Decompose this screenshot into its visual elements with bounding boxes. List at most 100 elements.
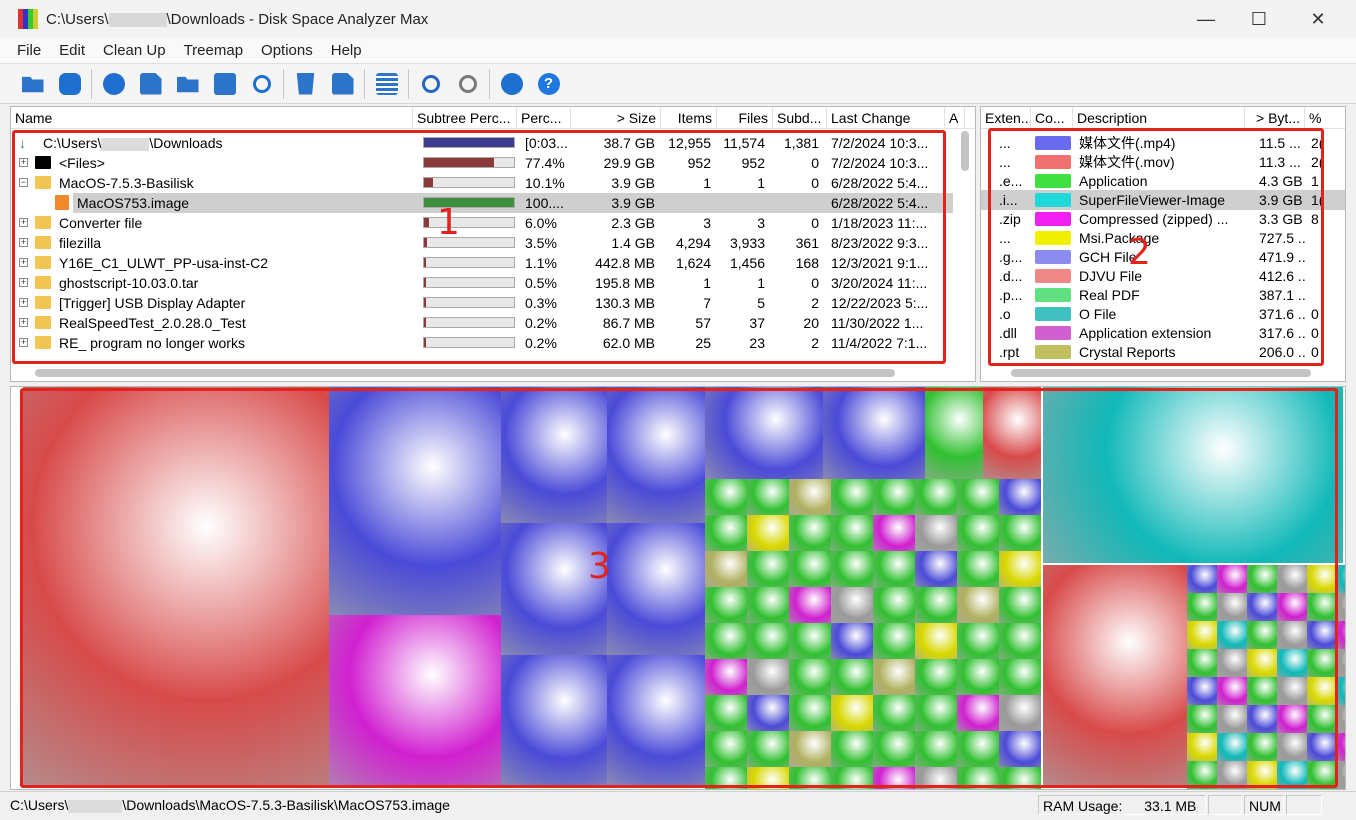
treemap-view[interactable] <box>10 386 1346 790</box>
treemap-tile[interactable] <box>789 515 831 551</box>
treemap-tile[interactable] <box>747 479 789 515</box>
list-button[interactable] <box>368 67 405 101</box>
treemap-tile[interactable] <box>747 767 789 789</box>
treemap-tile[interactable] <box>607 387 705 523</box>
treemap-tile[interactable] <box>705 695 747 731</box>
extension-row[interactable]: .e... Application 4.3 GB 1 <box>981 171 1345 191</box>
menu-options[interactable]: Options <box>261 42 313 59</box>
col-last-change[interactable]: Last Change <box>827 107 945 129</box>
tree-vscrollbar[interactable] <box>961 131 969 171</box>
extension-row[interactable]: .p... Real PDF 387.1 ... <box>981 285 1345 305</box>
treemap-tile[interactable] <box>1247 733 1277 761</box>
treemap-tile[interactable] <box>873 551 915 587</box>
treemap-tile[interactable] <box>925 387 983 479</box>
treemap-tile[interactable] <box>873 731 915 767</box>
treemap-tile[interactable] <box>1043 565 1187 785</box>
treemap-tile[interactable] <box>705 479 747 515</box>
menu-edit[interactable]: Edit <box>59 42 86 59</box>
expand-toggle[interactable]: + <box>19 237 28 247</box>
treemap-tile[interactable] <box>1187 677 1217 705</box>
treemap-tile[interactable] <box>999 731 1041 767</box>
treemap-tile[interactable] <box>915 767 957 789</box>
treemap-tile[interactable] <box>1307 649 1337 677</box>
treemap-tile[interactable] <box>329 387 501 615</box>
treemap-tile[interactable] <box>915 587 957 623</box>
play-button[interactable] <box>95 67 132 101</box>
treemap-tile[interactable] <box>915 695 957 731</box>
treemap-tile[interactable] <box>1187 593 1217 621</box>
treemap-tile[interactable] <box>1307 593 1337 621</box>
expand-toggle[interactable]: + <box>19 217 28 227</box>
col-bytes[interactable]: > Byt... <box>1245 107 1305 129</box>
extension-row[interactable]: .zip Compressed (zipped) ... 3.3 GB 8 <box>981 209 1345 229</box>
treemap-tile[interactable] <box>873 695 915 731</box>
treemap-tile[interactable] <box>1337 565 1345 593</box>
treemap-tile[interactable] <box>831 767 873 789</box>
treemap-tile[interactable] <box>915 731 957 767</box>
treemap-tile[interactable] <box>1187 761 1217 789</box>
col-subdirs[interactable]: Subd... <box>773 107 827 129</box>
treemap-tile[interactable] <box>1247 621 1277 649</box>
treemap-tile[interactable] <box>1217 705 1247 733</box>
extension-row[interactable]: .d... DJVU File 412.6 ... <box>981 266 1345 286</box>
treemap-tile[interactable] <box>957 623 999 659</box>
treemap-tile[interactable] <box>789 551 831 587</box>
col-items[interactable]: Items <box>661 107 717 129</box>
treemap-tile[interactable] <box>1217 565 1247 593</box>
treemap-tile[interactable] <box>1187 705 1217 733</box>
treemap-tile[interactable] <box>999 479 1041 515</box>
tree-row[interactable]: + Converter file 6.0% 2.3 GB 3 3 0 1/18/2023 11… <box>11 213 975 233</box>
extension-row[interactable]: .o O File 371.6 ... 0 <box>981 304 1345 324</box>
treemap-tile[interactable] <box>873 623 915 659</box>
zoom-in-button[interactable] <box>412 67 449 101</box>
open-folder-button[interactable] <box>14 67 51 101</box>
treemap-tile[interactable] <box>789 767 831 789</box>
treemap-tile[interactable] <box>873 587 915 623</box>
treemap-tile[interactable] <box>1187 733 1217 761</box>
treemap-tile[interactable] <box>747 695 789 731</box>
treemap-tile[interactable] <box>1337 705 1345 733</box>
expand-toggle[interactable]: − <box>19 177 28 187</box>
expand-toggle[interactable]: + <box>19 337 28 347</box>
expand-toggle[interactable]: + <box>19 317 28 327</box>
treemap-tile[interactable] <box>1337 733 1345 761</box>
col-perc[interactable]: Perc... <box>517 107 571 129</box>
treemap-tile[interactable] <box>705 659 747 695</box>
treemap-tile[interactable] <box>957 659 999 695</box>
treemap-tile[interactable] <box>1277 621 1307 649</box>
treemap-tile[interactable] <box>1217 761 1247 789</box>
tree-row[interactable]: + Y16E_C1_ULWT_PP-usa-inst-C2 1.1% 442.8 MB… <box>11 253 975 273</box>
treemap-tile[interactable] <box>957 479 999 515</box>
treemap-tile[interactable] <box>1307 733 1337 761</box>
extension-row[interactable]: .rpt Crystal Reports 206.0 ... 0 <box>981 342 1345 362</box>
treemap-tile[interactable] <box>705 387 823 479</box>
treemap-tile[interactable] <box>1217 593 1247 621</box>
treemap-tile[interactable] <box>1247 761 1277 789</box>
treemap-tile[interactable] <box>747 659 789 695</box>
tree-row[interactable]: + RE_ program no longer works 0.2% 62.0 MB 2… <box>11 333 975 353</box>
tree-row[interactable]: + RealSpeedTest_2.0.28.0_Test 0.2% 86.7 MB 5… <box>11 313 975 333</box>
treemap-tile[interactable] <box>747 587 789 623</box>
col-attributes[interactable]: A <box>945 107 965 129</box>
treemap-tile[interactable] <box>501 523 607 655</box>
treemap-tile[interactable] <box>1217 649 1247 677</box>
treemap-tile[interactable] <box>831 695 873 731</box>
treemap-tile[interactable] <box>1277 733 1307 761</box>
treemap-tile[interactable] <box>1337 677 1345 705</box>
maximize-button[interactable]: ☐ <box>1250 8 1268 29</box>
extension-row[interactable]: .i... SuperFileViewer-Image 3.9 GB 1( <box>981 190 1345 210</box>
treemap-tile[interactable] <box>915 515 957 551</box>
treemap-tile[interactable] <box>329 615 501 785</box>
minimize-button[interactable]: — <box>1197 8 1215 29</box>
treemap-tile[interactable] <box>957 515 999 551</box>
menu-clean-up[interactable]: Clean Up <box>103 42 166 59</box>
help-button[interactable]: ? <box>530 67 567 101</box>
treemap-tile[interactable] <box>789 659 831 695</box>
treemap-tile[interactable] <box>1307 761 1337 789</box>
extension-row[interactable]: .dll Application extension 317.6 ... 0 <box>981 323 1345 343</box>
treemap-tile[interactable] <box>1277 705 1307 733</box>
treemap-tile[interactable] <box>789 731 831 767</box>
treemap-tile[interactable] <box>999 551 1041 587</box>
treemap-tile[interactable] <box>1307 621 1337 649</box>
expand-toggle[interactable]: + <box>19 257 28 267</box>
